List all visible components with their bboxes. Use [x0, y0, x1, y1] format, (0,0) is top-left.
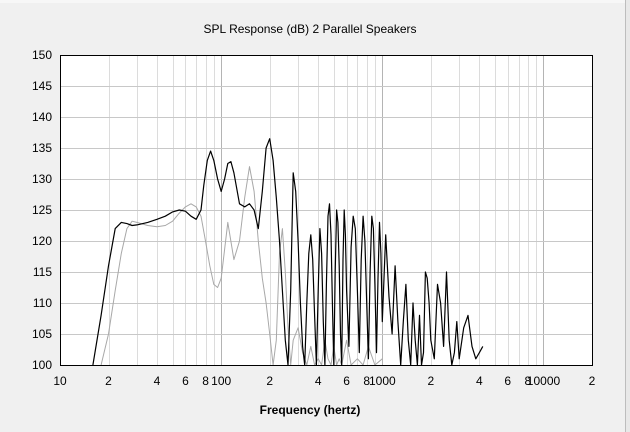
- y-tick-label: 120: [32, 234, 52, 248]
- x-tick-label: 8: [363, 374, 370, 388]
- x-tick-label: 6: [504, 374, 511, 388]
- x-tick-label: 4: [315, 374, 322, 388]
- y-axis-ticks: 100 105 110 115 120 125 130 135 140 145 150: [32, 48, 52, 372]
- x-tick-label: 6: [343, 374, 350, 388]
- y-tick-label: 130: [32, 172, 52, 186]
- x-tick-label: 10: [53, 374, 67, 388]
- window-top-edge: [0, 0, 630, 3]
- x-tick-label: 8: [202, 374, 209, 388]
- y-tick-label: 105: [32, 327, 52, 341]
- x-tick-label: 4: [476, 374, 483, 388]
- x-tick-label: 1000: [369, 374, 396, 388]
- window-right-edge: [625, 0, 630, 432]
- y-tick-label: 150: [32, 48, 52, 62]
- x-axis-label: Frequency (hertz): [259, 403, 361, 417]
- series-lines: [92, 138, 484, 366]
- x-tick-label: 2: [105, 374, 112, 388]
- x-tick-label: 6: [182, 374, 189, 388]
- x-tick-label: 100: [211, 374, 231, 388]
- chart-title: SPL Response (dB) 2 Parallel Speakers: [203, 22, 417, 36]
- x-tick-label: 10000: [527, 374, 561, 388]
- y-tick-label: 140: [32, 110, 52, 124]
- x-tick-label: 4: [154, 374, 161, 388]
- plot-border: [60, 55, 593, 366]
- x-tick-label: 2: [266, 374, 273, 388]
- y-tick-label: 145: [32, 79, 52, 93]
- y-tick-label: 135: [32, 141, 52, 155]
- black-response-line: [92, 138, 484, 366]
- y-tick-label: 125: [32, 203, 52, 217]
- x-tick-label: 8: [525, 374, 532, 388]
- y-tick-label: 100: [32, 358, 52, 372]
- y-tick-label: 115: [33, 265, 52, 279]
- y-tick-label: 110: [33, 296, 52, 310]
- x-tick-label: 2: [427, 374, 434, 388]
- x-tick-label: 2: [589, 374, 596, 388]
